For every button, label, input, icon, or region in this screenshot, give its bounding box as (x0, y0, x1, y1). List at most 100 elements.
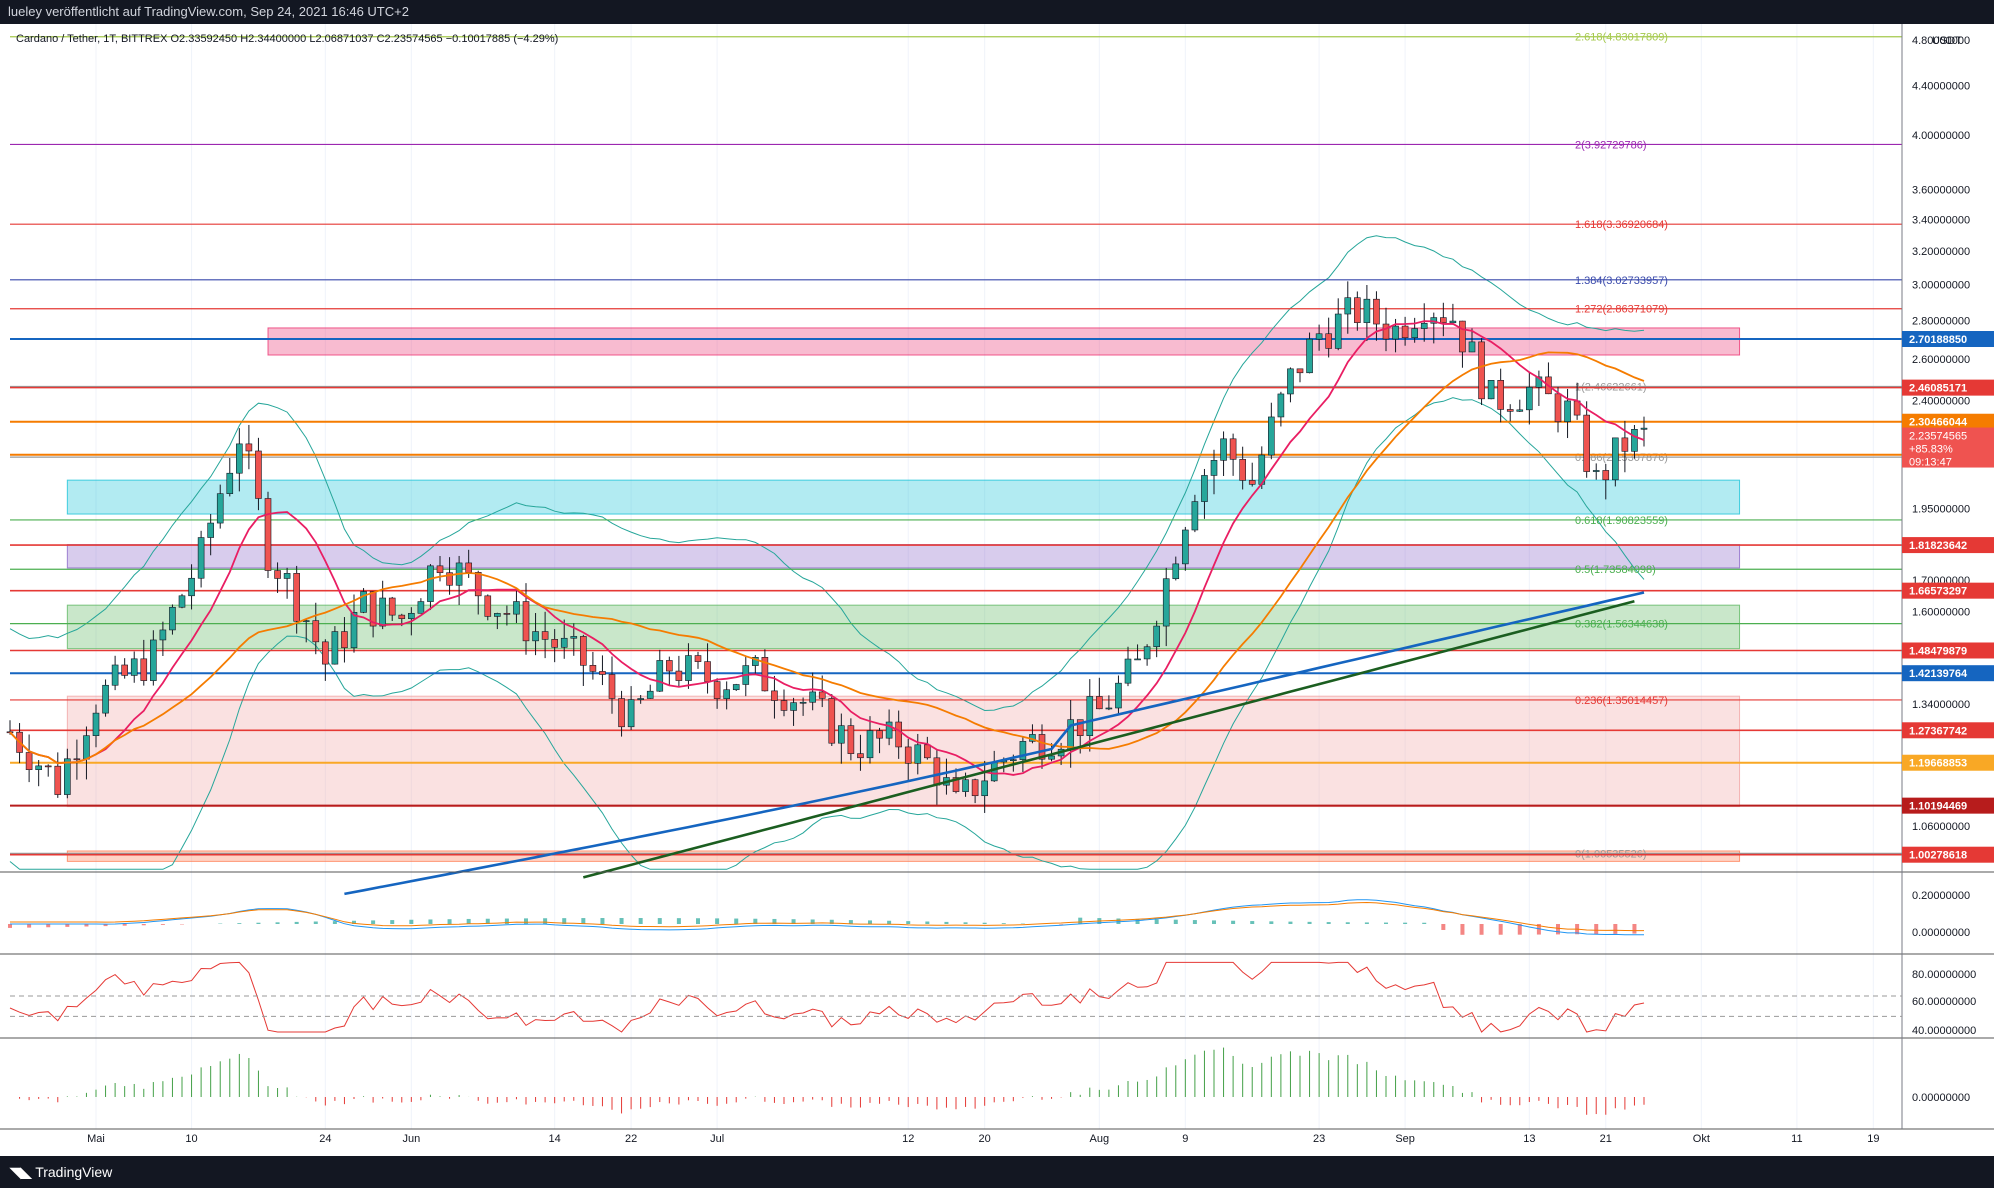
macd-bar (46, 924, 51, 928)
candle-body (589, 665, 597, 672)
macd-bar (963, 922, 968, 924)
macd-bar (887, 920, 892, 924)
macd-signal (10, 901, 1644, 932)
x-tick-label: 12 (902, 1133, 914, 1145)
y-tick-label: 4.80000000 (1912, 35, 1970, 47)
candle-body (25, 752, 33, 770)
macd-bar (103, 924, 108, 927)
candle-body (331, 631, 339, 665)
price-chart[interactable]: 2.618(4.83017809) 2(3.92729786) 1.618(3.36… (0, 24, 1994, 1156)
macd-bar (1364, 922, 1369, 924)
candle-body (226, 472, 234, 494)
candle-body (102, 684, 109, 714)
x-tick-label: Jul (710, 1133, 724, 1145)
macd-bar (1173, 919, 1178, 924)
candle-body (971, 779, 979, 797)
candle-body (92, 712, 100, 736)
macd-bar (447, 919, 452, 924)
time-axis[interactable]: Mai 10 24 Jun 14 22 Jul 12 20 Aug 9 23 Sep 13 21 Okt 11 1… (87, 1133, 1879, 1145)
price-tag-text: 1.66573297 (1909, 586, 1967, 598)
price-tag-text: 2.30466044 (1909, 417, 1968, 429)
macd-bar (1192, 920, 1197, 924)
candle-body (513, 601, 520, 615)
candle-body (178, 595, 186, 608)
candle-body (857, 753, 864, 759)
candle-body (1631, 429, 1638, 452)
zone-box (66, 850, 1741, 862)
candle-body (713, 681, 721, 699)
candle-body (1038, 734, 1046, 760)
candle-body (1201, 475, 1208, 502)
candle-body (933, 757, 941, 786)
candle-body (1296, 368, 1304, 374)
macd-bar (313, 921, 318, 924)
macd-bar (657, 918, 662, 924)
current-price-text: 2.23574565 (1909, 431, 1967, 443)
macd-bar (715, 918, 720, 924)
candle-body (1239, 459, 1246, 481)
candle-body (408, 612, 415, 619)
candle-body (197, 537, 205, 579)
candle-body (675, 670, 683, 681)
current-price-text: 09:13:47 (1909, 457, 1952, 469)
price-tag-text: 1.27367742 (1909, 725, 1967, 737)
candle-body (54, 765, 62, 795)
candle-body (1287, 368, 1294, 395)
macd-bar (581, 918, 586, 924)
candle-body (236, 443, 243, 474)
price-tag (1902, 642, 1994, 659)
candle-body (962, 779, 969, 792)
candle-body (1487, 380, 1495, 400)
macd-bar (791, 919, 796, 924)
x-tick-label: 11 (1791, 1133, 1802, 1145)
macd-bar (1613, 924, 1618, 934)
x-tick-label: Aug (1090, 1133, 1110, 1145)
bollinger-lower (9, 397, 1645, 870)
x-tick-label: 10 (185, 1133, 197, 1145)
macd-bar (141, 924, 146, 926)
macd-bar (160, 924, 165, 925)
candle-body (216, 493, 224, 524)
candle-body (484, 595, 492, 617)
candle-body (1354, 297, 1361, 323)
macd-bar (1250, 921, 1255, 924)
macd-bar (734, 918, 739, 924)
macd-bar (1594, 924, 1599, 935)
candle-body (780, 700, 788, 711)
footer-bar: ◥◣ TradingView (0, 1156, 1994, 1188)
price-tag (1902, 537, 1994, 554)
macd-bar (390, 920, 395, 924)
candle-body (398, 614, 406, 619)
ma-short-line (9, 320, 1645, 776)
candle-body (1191, 501, 1199, 531)
y-tick-label: 2.40000000 (1912, 396, 1970, 408)
x-tick-label: 9 (1182, 1133, 1188, 1145)
candle-body (264, 498, 272, 571)
candle-body (159, 629, 167, 641)
candle-body (446, 572, 453, 586)
candle-body (1592, 470, 1600, 472)
x-tick-label: Jun (402, 1133, 420, 1145)
x-tick-label: Okt (1693, 1133, 1710, 1145)
indicator-panes (0, 24, 1994, 1130)
candle-body (83, 735, 90, 760)
candle-body (818, 691, 826, 699)
price-axis[interactable]: 4.80000000 4.40000000 4.00000000 3.60000000… (1902, 35, 1994, 1104)
macd-tick: 0.00000000 (1912, 927, 1970, 939)
candle-body (1449, 320, 1457, 324)
macd-bar (772, 918, 777, 924)
candle-body (799, 701, 807, 704)
candle-body (1564, 400, 1571, 423)
candle-body (876, 730, 883, 739)
current-price-text: +85.83% (1909, 444, 1953, 456)
candle-body (732, 684, 740, 691)
y-tick-label: 3.60000000 (1912, 185, 1970, 197)
macd-bar (1135, 918, 1140, 924)
macd-bar (638, 918, 643, 924)
price-tag-text: 1.10194469 (1909, 801, 1967, 813)
candle-body (388, 597, 396, 616)
price-tag-text: 2.70188850 (1909, 334, 1967, 346)
candle-body (350, 612, 358, 649)
candle-body (293, 573, 300, 622)
macd-bar (676, 918, 681, 924)
